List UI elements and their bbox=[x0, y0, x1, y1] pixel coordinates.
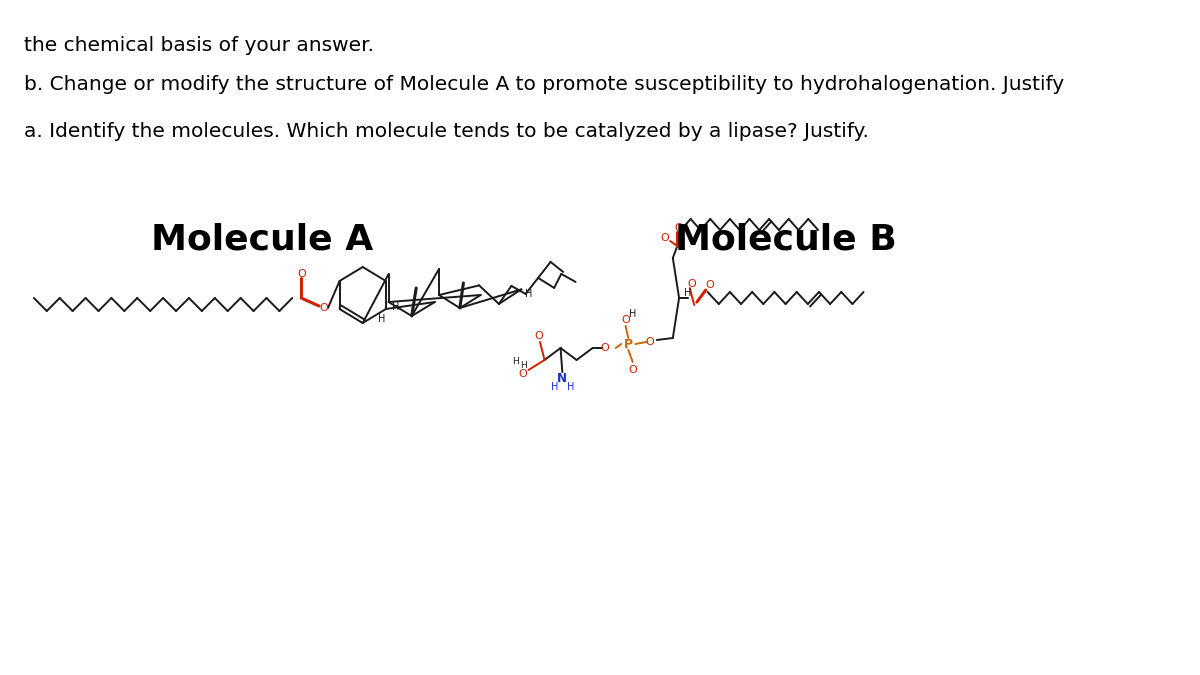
Text: O: O bbox=[319, 303, 328, 313]
Text: O: O bbox=[298, 269, 306, 279]
Text: O: O bbox=[629, 365, 637, 375]
Text: Molecule A: Molecule A bbox=[151, 223, 373, 256]
Text: H: H bbox=[684, 288, 691, 298]
Text: O: O bbox=[660, 233, 670, 243]
Text: the chemical basis of your answer.: the chemical basis of your answer. bbox=[24, 36, 373, 55]
Text: O: O bbox=[674, 223, 684, 233]
Text: H: H bbox=[524, 290, 532, 300]
Text: O: O bbox=[688, 279, 696, 289]
Text: H: H bbox=[566, 382, 574, 392]
Text: H: H bbox=[378, 314, 385, 324]
Text: H: H bbox=[512, 358, 520, 367]
Text: O: O bbox=[622, 315, 630, 325]
Text: H: H bbox=[392, 302, 400, 312]
Text: O: O bbox=[646, 337, 654, 347]
Text: P: P bbox=[624, 338, 632, 350]
Text: b. Change or modify the structure of Molecule A to promote susceptibility to hyd: b. Change or modify the structure of Mol… bbox=[24, 75, 1063, 94]
Text: H: H bbox=[629, 309, 636, 319]
Text: Molecule B: Molecule B bbox=[676, 223, 896, 256]
Text: O: O bbox=[518, 369, 528, 379]
Text: H: H bbox=[520, 362, 527, 371]
Text: N: N bbox=[557, 371, 568, 385]
Text: a. Identify the molecules. Which molecule tends to be catalyzed by a lipase? Jus: a. Identify the molecules. Which molecul… bbox=[24, 122, 869, 141]
Text: O: O bbox=[535, 331, 544, 341]
Text: O: O bbox=[601, 343, 610, 353]
Text: H: H bbox=[551, 382, 558, 392]
Text: O: O bbox=[706, 280, 714, 290]
